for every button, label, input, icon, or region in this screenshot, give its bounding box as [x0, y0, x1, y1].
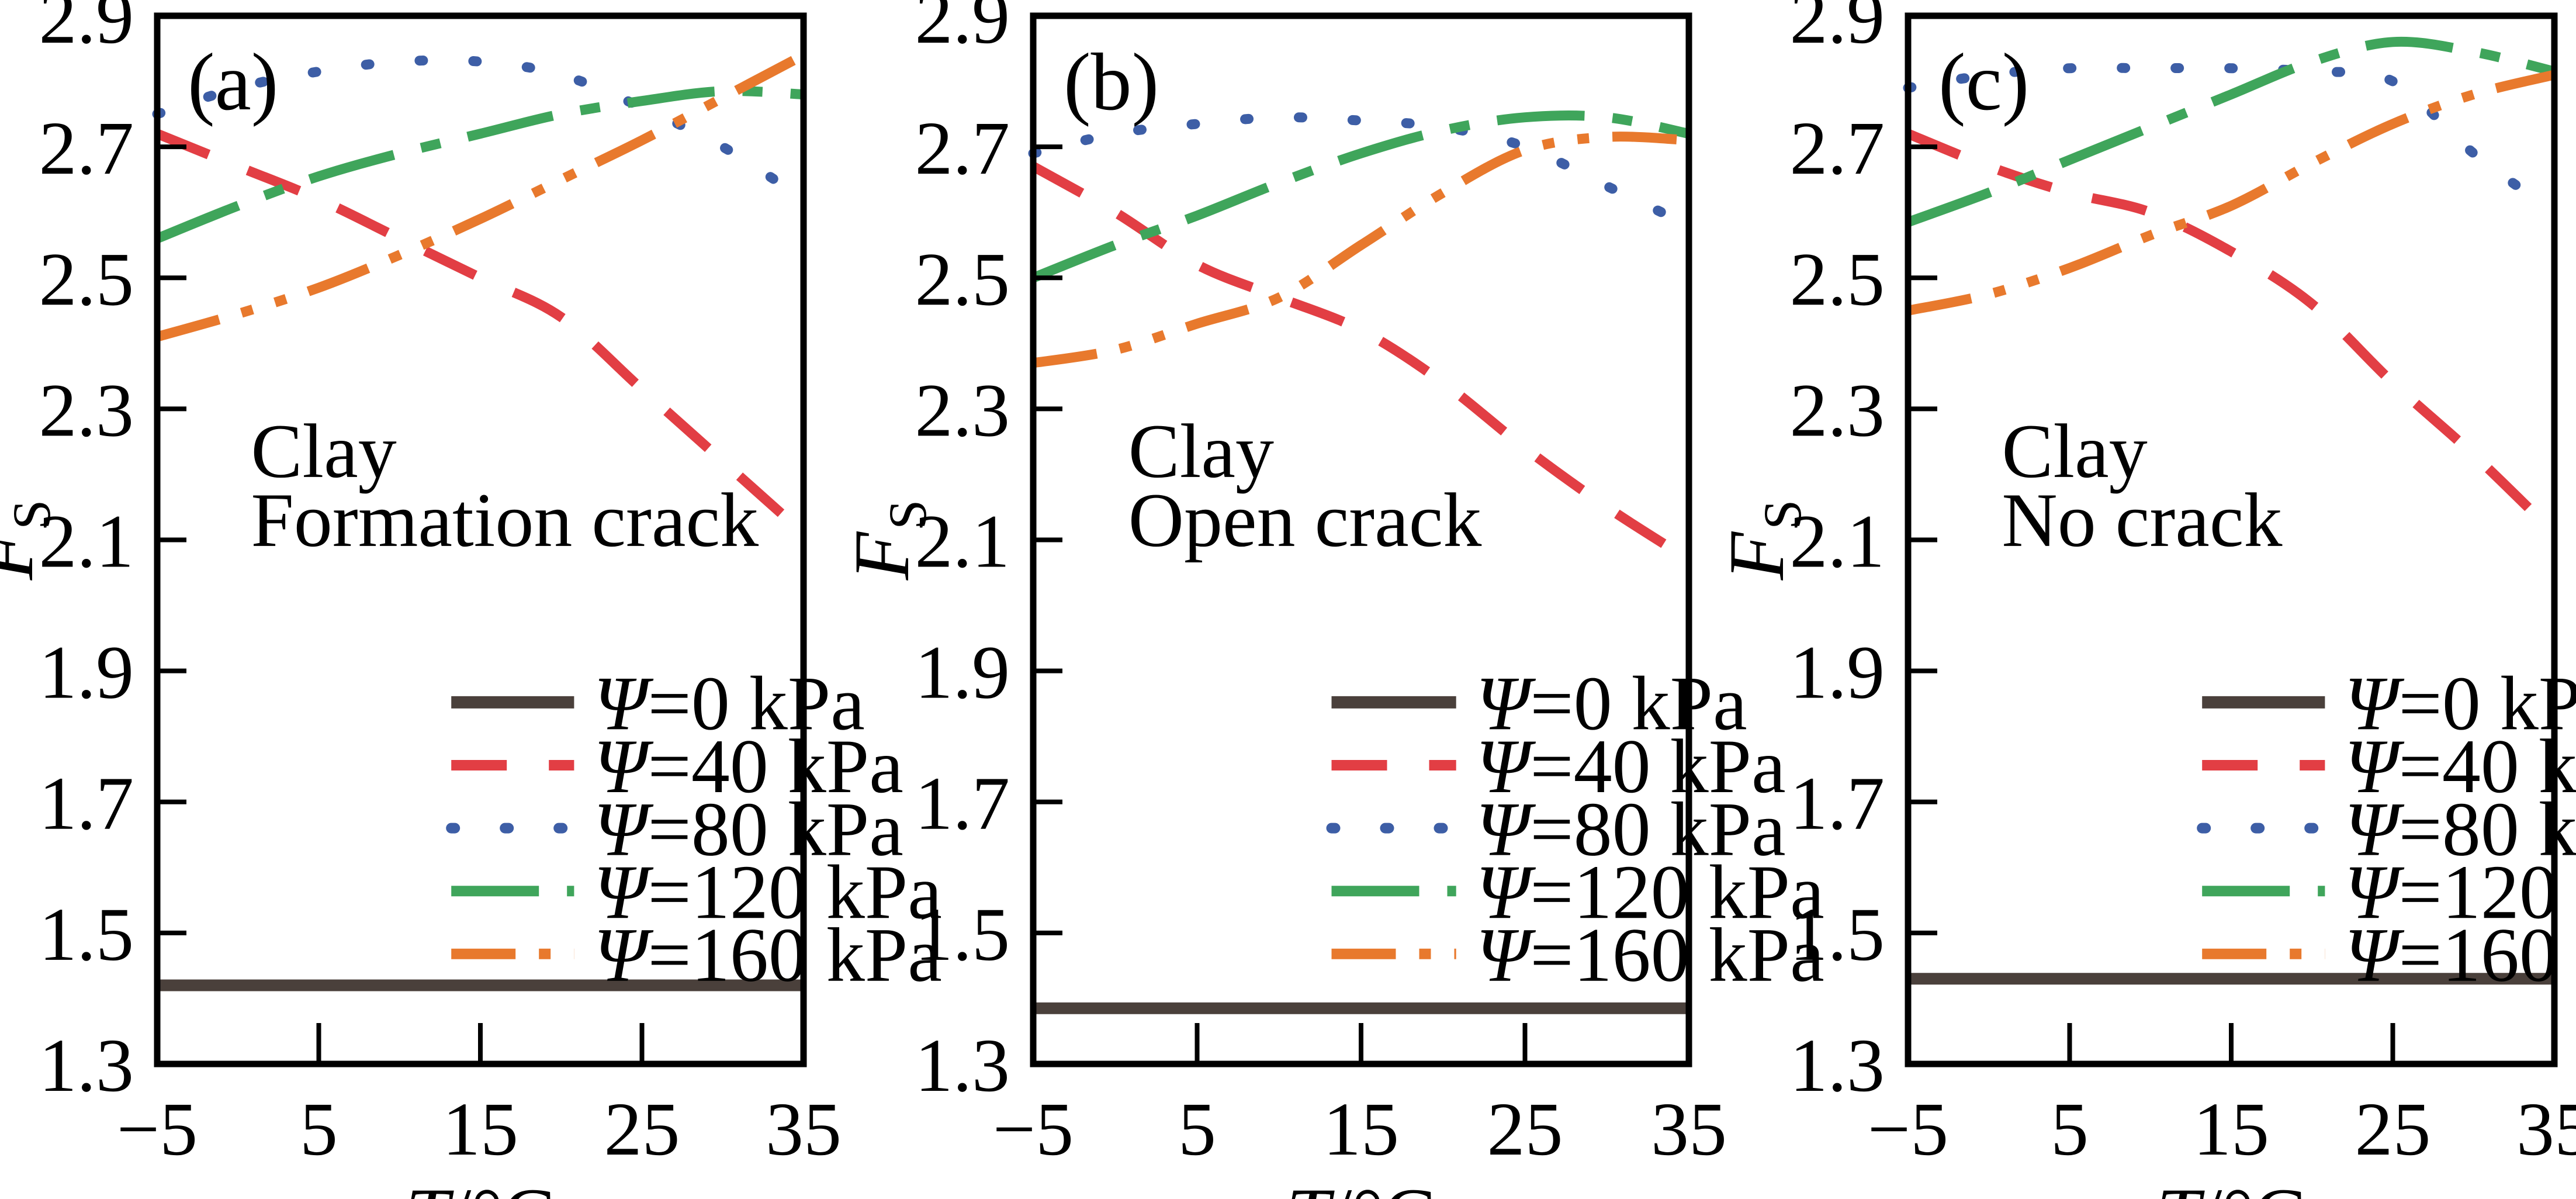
- y-tick-label: 2.1: [39, 500, 134, 584]
- x-tick-label: 15: [1323, 1087, 1399, 1172]
- legend-label-psi80: Ψ=80 kPa: [594, 786, 903, 872]
- y-tick-label: 2.5: [39, 237, 134, 322]
- y-tick-label: 2.9: [915, 0, 1010, 60]
- annotation-line: No crack: [2002, 477, 2282, 563]
- series-psi40-panel-c: [1906, 129, 2558, 537]
- legend-label-psi40: Ψ=40 kPa: [1476, 723, 1785, 809]
- y-tick-label: 1.5: [39, 893, 134, 977]
- y-tick-label: 1.9: [915, 631, 1010, 715]
- x-tick-label: 5: [1178, 1087, 1216, 1172]
- legend-label-psi80: Ψ=80 kPa: [1476, 786, 1785, 872]
- y-tick-label: 1.9: [1790, 631, 1885, 715]
- y-tick-label: 2.1: [915, 500, 1010, 584]
- y-tick-label: 1.5: [915, 893, 1010, 977]
- legend-label-psi120: Ψ=120 kPa: [2345, 849, 2576, 935]
- series-psi120-panel-c: [1906, 36, 2556, 227]
- x-tick-label: 25: [2355, 1087, 2431, 1172]
- y-tick-label: 2.9: [39, 0, 134, 60]
- x-tick-label: 5: [300, 1087, 338, 1172]
- y-axis-title: FS: [1713, 500, 1812, 581]
- x-tick-label: 35: [2516, 1087, 2576, 1172]
- annotation-line: Clay: [1128, 408, 1274, 494]
- y-tick-label: 2.1: [1790, 500, 1885, 584]
- legend-label-psi160: Ψ=160 kPa: [1476, 912, 1824, 998]
- legend-label-psi0: Ψ=0 kPa: [1476, 660, 1747, 746]
- y-tick-label: 1.5: [1790, 893, 1885, 977]
- y-tick-label: 2.3: [915, 368, 1010, 452]
- x-axis-title: T/°C: [2156, 1173, 2307, 1199]
- x-tick-label: −5: [1868, 1087, 1948, 1172]
- y-axis-title: FS: [0, 500, 61, 581]
- x-tick-label: 35: [1651, 1087, 1727, 1172]
- annotation-line: Clay: [2002, 408, 2147, 494]
- series-psi80-panel-b: [1028, 112, 1694, 231]
- legend-label-psi80: Ψ=80 kPa: [2345, 786, 2576, 872]
- series-psi80-panel-c: [1903, 63, 2560, 217]
- legend-label-psi40: Ψ=40 kPa: [2345, 723, 2576, 809]
- y-tick-label: 1.3: [915, 1024, 1010, 1108]
- y-tick-label: 1.3: [39, 1024, 134, 1108]
- panel-tag: (c): [1938, 37, 2029, 127]
- y-tick-label: 2.5: [1790, 237, 1885, 322]
- chart-panel-b: 2.9 2.7 2.5 2.3 2.1 1.9 1.7 1.5 1.3−5 5 15 25 35 T/°C…: [839, 0, 1824, 1199]
- y-tick-label: 2.3: [1790, 368, 1885, 452]
- legend-label-psi160: Ψ=160 kPa: [594, 912, 942, 998]
- annotation-line: Clay: [251, 408, 396, 494]
- chart-panel-c: 2.9 2.7 2.5 2.3 2.1 1.9 1.7 1.5 1.3−5 5 15 25 35 T/°C…: [1713, 0, 2576, 1199]
- series-psi80-panel-a: [152, 55, 809, 205]
- x-tick-label: 5: [2051, 1087, 2089, 1172]
- x-tick-label: −5: [993, 1087, 1074, 1172]
- y-tick-label: 2.7: [915, 106, 1010, 191]
- y-tick-label: 1.9: [39, 631, 134, 715]
- y-tick-label: 2.7: [39, 106, 134, 191]
- y-tick-label: 1.3: [1790, 1024, 1885, 1108]
- legend-label-psi0: Ψ=0 kPa: [2345, 660, 2576, 746]
- y-tick-label: 2.9: [1790, 0, 1885, 60]
- y-tick-label: 2.5: [915, 237, 1010, 322]
- panel-tag: (b): [1064, 37, 1159, 127]
- annotation-line: Formation crack: [251, 477, 759, 563]
- x-axis-title: T/°C: [406, 1173, 556, 1199]
- chart-panel-a: 2.9 2.7 2.5 2.3 2.1 1.9 1.7 1.5 1.3−5 5 15 25 35 T/°C…: [0, 0, 942, 1199]
- legend-label-psi120: Ψ=120 kPa: [594, 849, 942, 935]
- x-tick-label: 15: [442, 1087, 518, 1172]
- series-psi160-panel-a: [155, 50, 806, 342]
- x-axis-title: T/°C: [1286, 1173, 1436, 1199]
- y-tick-label: 1.7: [39, 762, 134, 846]
- legend-label-psi40: Ψ=40 kPa: [594, 723, 903, 809]
- legend-label-psi120: Ψ=120 kPa: [1476, 849, 1824, 935]
- series-psi40-panel-a: [155, 129, 807, 537]
- y-axis-title: FS: [839, 500, 937, 581]
- panel-tag: (a): [188, 37, 278, 127]
- x-tick-label: 25: [1487, 1087, 1563, 1172]
- series-psi160-panel-c: [1907, 70, 2556, 316]
- y-tick-label: 1.7: [1790, 762, 1885, 846]
- x-tick-label: 25: [604, 1087, 680, 1172]
- x-tick-label: 15: [2193, 1087, 2269, 1172]
- x-tick-label: 35: [766, 1087, 842, 1172]
- annotation-line: Open crack: [1128, 477, 1482, 563]
- legend-label-psi0: Ψ=0 kPa: [594, 660, 865, 746]
- series-psi160-panel-b: [1032, 132, 1689, 368]
- x-tick-label: −5: [117, 1087, 198, 1172]
- legend-label-psi160: Ψ=160 kPa: [2345, 912, 2576, 998]
- y-tick-label: 2.7: [1790, 106, 1885, 191]
- y-tick-label: 2.3: [39, 368, 134, 452]
- series-psi120-panel-a: [155, 86, 804, 243]
- y-tick-label: 1.7: [915, 762, 1010, 846]
- series-psi120-panel-b: [1031, 110, 1690, 283]
